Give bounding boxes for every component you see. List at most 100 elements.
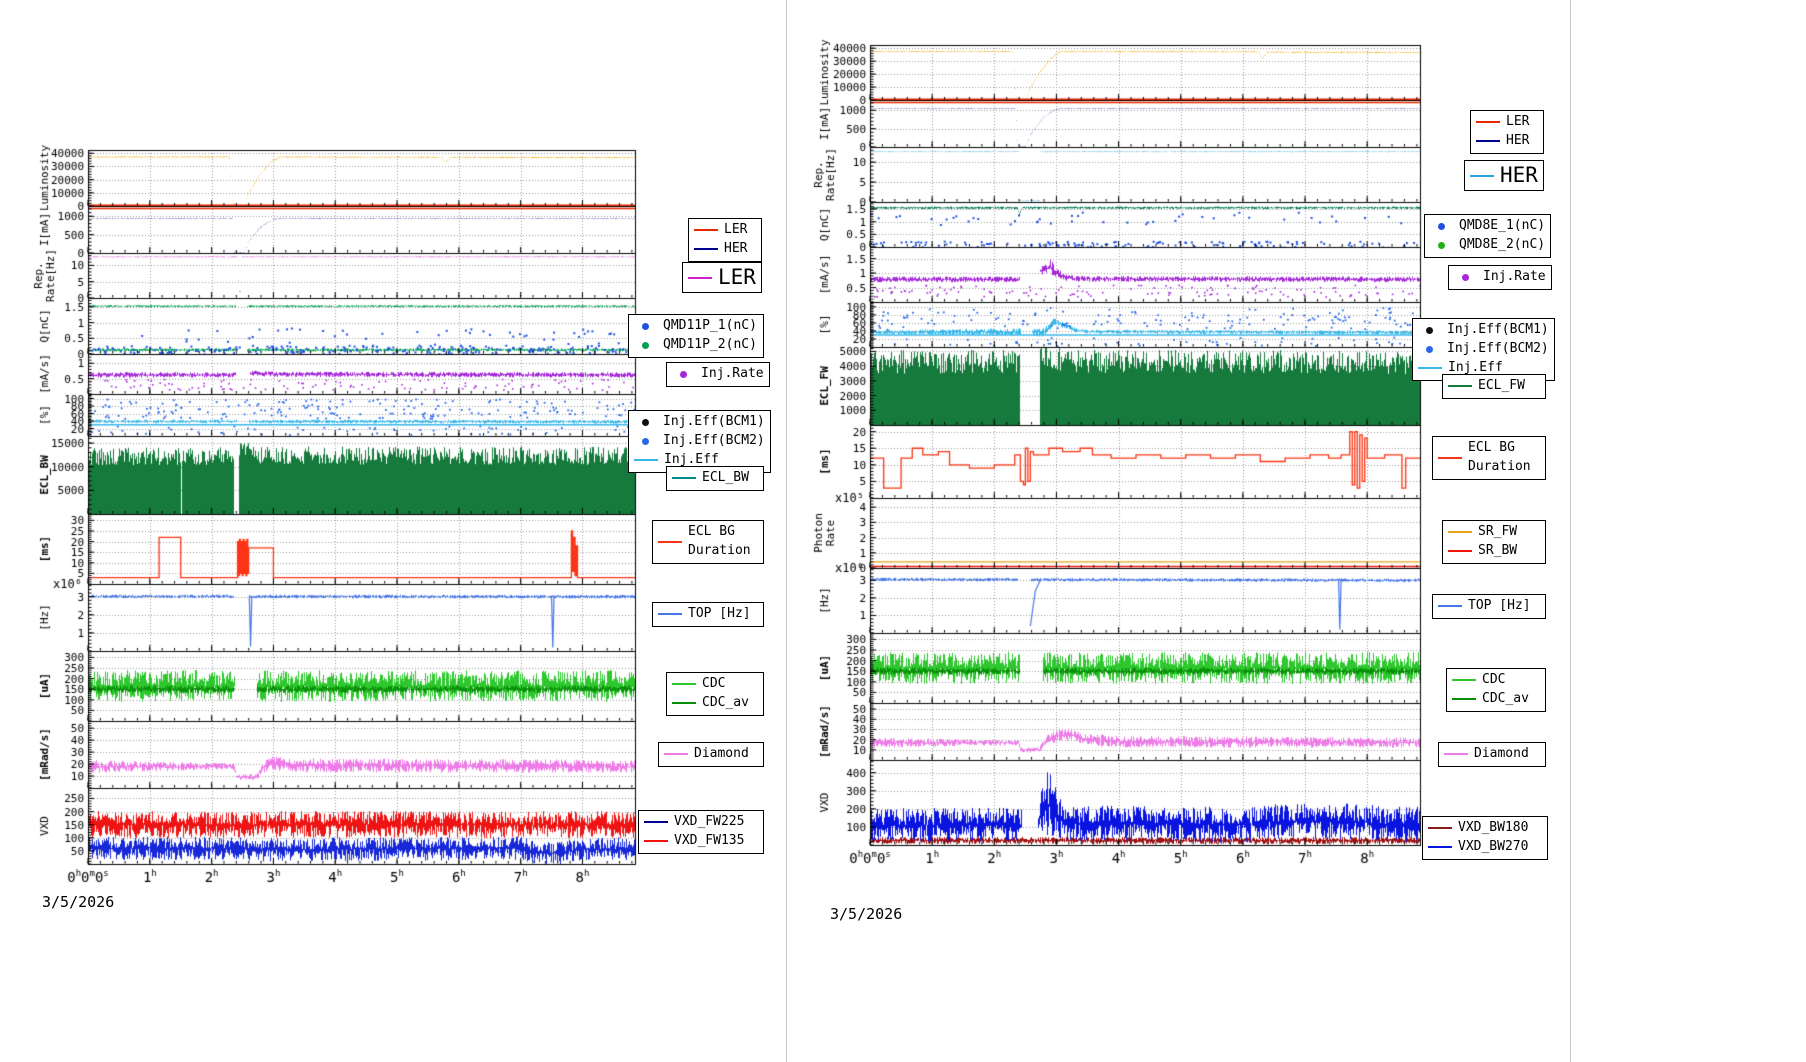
legend-line-marker [1470, 174, 1494, 177]
legend-label: Inj.Eff [664, 451, 719, 467]
legend-label: Inj.Rate [1483, 269, 1546, 284]
legend-dot-marker [642, 322, 649, 330]
legend-entry: HER [694, 240, 756, 259]
legend-right-9: CDC CDC_av [1446, 668, 1546, 712]
legend-entry: VXD_FW135 [644, 832, 758, 851]
legend-line-marker [1444, 753, 1468, 756]
legend-label: ECL BG Duration [1468, 440, 1531, 474]
left-panel-canvas [30, 140, 655, 930]
legend-dot-marker [1462, 273, 1469, 281]
legend-entry: Inj.Eff(BCM1) [1418, 321, 1549, 340]
legend-line-marker [1448, 385, 1472, 388]
legend-entry: CDC [672, 675, 758, 694]
legend-entry: CDC_av [1452, 690, 1540, 709]
legend-dot-marker [1438, 241, 1445, 249]
legend-label: SR_FW [1478, 524, 1518, 539]
legend-right-10: Diamond [1438, 742, 1546, 767]
legend-entry: Inj.Rate [1454, 268, 1546, 287]
legend-label: CDC [702, 676, 726, 691]
legend-line-marker [664, 753, 688, 756]
legend-entry: HER [1476, 132, 1538, 151]
legend-entry: VXD_BW180 [1428, 819, 1542, 838]
window-divider-middle [786, 0, 787, 1062]
legend-left-2: QMD11P_1(nC) QMD11P_2(nC) [628, 314, 764, 358]
legend-left-5: ECL_BW [666, 466, 764, 491]
legend-label: QMD8E_1(nC) [1459, 218, 1546, 233]
legend-line-marker [1418, 367, 1442, 370]
legend-right-8: TOP [Hz] [1432, 594, 1546, 619]
legend-entry: HER [1470, 163, 1538, 188]
legend-label: LER [724, 222, 748, 237]
window-divider-right [1570, 0, 1571, 1062]
legend-label: VXD_BW270 [1458, 838, 1529, 854]
legend-right-0: LER HER [1470, 110, 1544, 154]
legend-line-marker [1476, 140, 1500, 143]
legend-label: HER [1506, 132, 1530, 148]
legend-line-marker [658, 540, 682, 543]
legend-label: ECL BG Duration [688, 524, 751, 558]
legend-dot-marker [1426, 326, 1433, 334]
legend-left-9: Diamond [658, 742, 764, 767]
legend-entry: Inj.Eff(BCM1) [634, 413, 765, 432]
legend-line-marker [688, 276, 712, 279]
legend-dot-marker [642, 437, 649, 445]
legend-right-5: ECL_FW [1442, 374, 1546, 399]
legend-line-marker [694, 229, 718, 232]
legend-label: CDC_av [1482, 690, 1529, 706]
legend-entry: Inj.Rate [672, 365, 764, 384]
legend-line-marker [1476, 121, 1500, 124]
date-label-left: 3/5/2026 [42, 893, 115, 911]
legend-line-marker [644, 821, 668, 824]
legend-line-marker [658, 613, 682, 616]
legend-left-4: Inj.Eff(BCM1) Inj.Eff(BCM2) Inj.Eff [628, 410, 771, 473]
legend-label: Inj.Eff(BCM2) [663, 432, 765, 448]
legend-right-1: HER [1464, 160, 1544, 192]
legend-entry: LER [694, 221, 756, 240]
legend-entry: Inj.Eff [634, 451, 765, 470]
legend-right-2: QMD8E_1(nC) QMD8E_2(nC) [1424, 214, 1552, 258]
legend-entry: QMD11P_2(nC) [634, 336, 758, 355]
legend-left-1: LER [682, 262, 762, 294]
legend-label: ECL_BW [702, 470, 749, 485]
legend-entry: ECL BG Duration [1438, 439, 1540, 477]
legend-entry: ECL BG Duration [658, 523, 758, 561]
legend-label: Inj.Eff(BCM1) [663, 414, 765, 429]
legend-dot-marker [1426, 345, 1433, 353]
legend-line-marker [644, 840, 668, 843]
legend-label: QMD11P_2(nC) [663, 336, 757, 352]
legend-label: SR_BW [1478, 542, 1518, 558]
legend-right-6: ECL BG Duration [1432, 436, 1546, 480]
legend-label: Diamond [1474, 746, 1529, 761]
legend-entry: SR_FW [1448, 523, 1540, 542]
legend-label: HER [1500, 163, 1538, 187]
legend-label: Inj.Eff [1448, 359, 1503, 375]
legend-left-8: CDC CDC_av [666, 672, 764, 716]
legend-label: Inj.Eff(BCM2) [1447, 340, 1549, 356]
legend-line-marker [1452, 679, 1476, 682]
legend-entry: Inj.Eff(BCM2) [1418, 340, 1549, 359]
legend-line-marker [672, 683, 696, 686]
legend-label: Inj.Eff(BCM1) [1447, 322, 1549, 337]
legend-entry: QMD8E_2(nC) [1430, 236, 1545, 255]
legend-left-7: TOP [Hz] [652, 602, 764, 627]
legend-label: QMD11P_1(nC) [663, 318, 757, 333]
legend-entry: CDC_av [672, 694, 758, 713]
legend-entry: Diamond [1444, 745, 1540, 764]
legend-right-3: Inj.Rate [1448, 265, 1552, 290]
legend-label: VXD_FW225 [674, 814, 745, 829]
legend-entry: VXD_FW225 [644, 813, 758, 832]
right-panel-canvas [800, 35, 1440, 905]
legend-line-marker [672, 477, 696, 480]
legend-label: QMD8E_2(nC) [1459, 236, 1546, 252]
date-label-right: 3/5/2026 [830, 905, 903, 923]
legend-entry: ECL_BW [672, 469, 758, 488]
legend-entry: LER [1476, 113, 1538, 132]
legend-label: CDC [1482, 672, 1506, 687]
legend-entry: TOP [Hz] [1438, 597, 1540, 616]
legend-line-marker [1448, 531, 1472, 534]
legend-entry: ECL_FW [1448, 377, 1540, 396]
legend-label: VXD_BW180 [1458, 820, 1529, 835]
legend-dot-marker [1438, 222, 1445, 230]
legend-line-marker [694, 248, 718, 251]
legend-line-marker [1428, 827, 1452, 830]
